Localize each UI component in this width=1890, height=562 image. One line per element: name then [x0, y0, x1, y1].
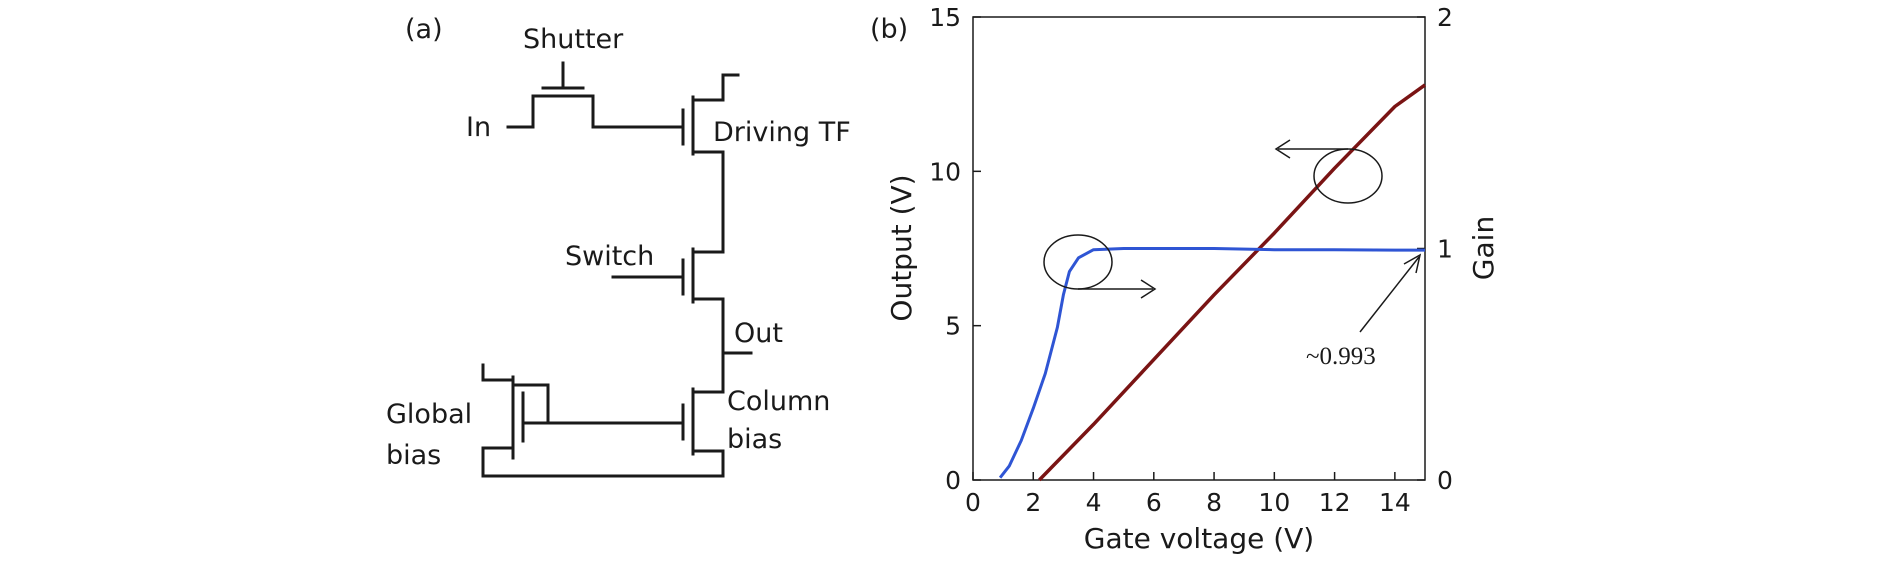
x-tick-label: 4	[1086, 488, 1102, 517]
x-tick-label: 2	[1025, 488, 1041, 517]
right-axis-indicator	[1043, 234, 1157, 299]
y-tick-label: 5	[945, 312, 961, 341]
gain-series-line	[998, 247, 1425, 479]
column-label-1: Column	[727, 386, 830, 417]
driving-transistor	[681, 73, 740, 156]
circuit-panel: (a) Shutter In Driving TF Switch	[386, 14, 851, 478]
global-label-1: Global	[386, 399, 472, 430]
driving-label: Driving TF	[713, 117, 851, 148]
x-tick-label: 12	[1319, 488, 1351, 517]
panel-b-label: (b)	[870, 14, 908, 45]
in-label: In	[466, 112, 491, 143]
out-label: Out	[734, 318, 783, 349]
y2-tick-label: 1	[1437, 235, 1453, 264]
series-layer	[998, 83, 1427, 482]
output-series-line	[1038, 83, 1427, 482]
shutter-transistor	[531, 61, 595, 129]
left-axis-indicator	[1274, 139, 1383, 204]
y2-tick-label: 2	[1437, 3, 1453, 32]
y-tick-label: 15	[929, 3, 961, 32]
x-tick-label: 8	[1206, 488, 1222, 517]
switch-transistor	[611, 247, 725, 304]
shutter-label: Shutter	[523, 24, 624, 55]
gain-value-arrow	[1359, 253, 1422, 333]
global-label-2: bias	[386, 440, 441, 471]
y2-axis-title: Gain	[1467, 216, 1500, 280]
x-tick-label: 0	[965, 488, 981, 517]
column-bias-transistor	[681, 387, 725, 478]
panel-a-label: (a)	[405, 14, 443, 45]
y-axis-title: Output (V)	[885, 174, 918, 321]
y2-tick-label: 0	[1437, 466, 1453, 495]
y-tick-label: 10	[929, 157, 961, 186]
global-bias-transistor	[481, 363, 725, 478]
gain-value-annotation: ~0.993	[1306, 343, 1376, 370]
y-tick-label: 0	[945, 466, 961, 495]
x-tick-label: 14	[1379, 488, 1411, 517]
switch-label: Switch	[565, 241, 654, 272]
column-label-2: bias	[727, 424, 782, 455]
x-tick-label: 10	[1258, 488, 1290, 517]
x-tick-label: 6	[1146, 488, 1162, 517]
x-axis-title: Gate voltage (V)	[1084, 522, 1314, 555]
